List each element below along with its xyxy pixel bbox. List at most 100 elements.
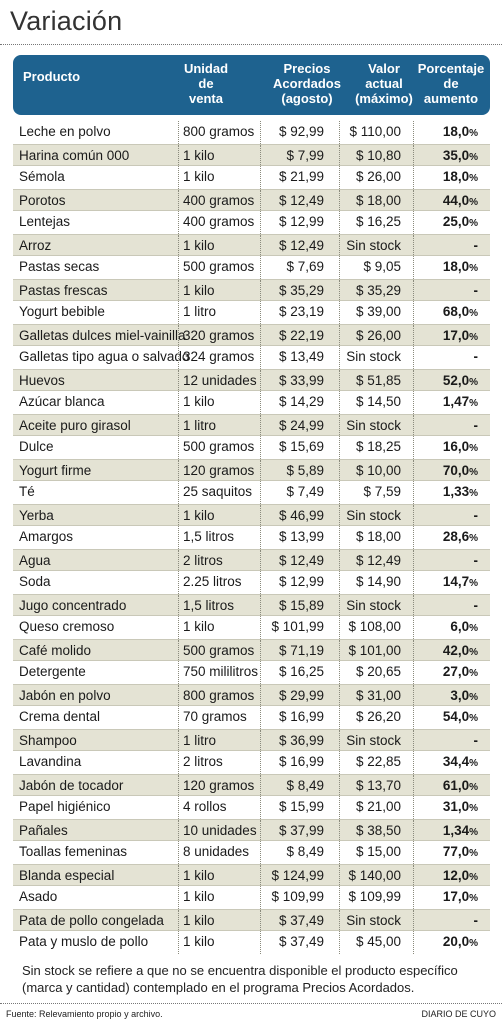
column-separator (339, 549, 340, 570)
cell-percent: 42,0% (443, 640, 478, 665)
column-separator (260, 796, 261, 819)
header-product: Producto (23, 69, 81, 84)
cell-percent: 44,0% (443, 190, 478, 215)
cell-price: $ 13,99 (278, 529, 324, 544)
cell-percent: 12,0% (443, 865, 478, 890)
column-separator (178, 144, 179, 165)
cell-value: $ 18,00 (355, 529, 401, 544)
column-separator (178, 684, 179, 705)
percent-value: 1,33 (442, 484, 470, 499)
table-row: Azúcar blanca 1 kilo $ 14,29 $ 14,50 1,47% (13, 391, 490, 414)
cell-unit: 320 gramos (183, 327, 255, 343)
cell-product: Harina común 000 (19, 147, 130, 163)
column-separator (260, 234, 261, 255)
cell-value: $ 26,00 (355, 169, 401, 184)
column-separator (413, 774, 414, 795)
column-separator (413, 796, 414, 819)
column-separator (413, 234, 414, 255)
column-separator (260, 459, 261, 480)
cell-unit: 1 litro (183, 732, 217, 748)
table-row: Shampoo 1 litro $ 36,99 Sin stock - (13, 728, 490, 751)
cell-percent: 20,0% (443, 931, 478, 956)
cell-value: Sin stock (346, 732, 401, 748)
cell-product: Papel higiénico (19, 799, 111, 814)
percent-sign: % (469, 646, 478, 658)
column-separator (178, 279, 179, 300)
column-separator (413, 549, 414, 570)
percent-value: 18,0 (442, 169, 470, 184)
cell-unit: 1 kilo (183, 169, 215, 184)
cell-value: $ 26,00 (355, 327, 401, 343)
cell-unit: 1,5 litros (183, 529, 235, 544)
cell-price: $ 36,99 (278, 732, 324, 748)
column-separator (413, 684, 414, 705)
percent-value: 28,6 (442, 529, 470, 544)
column-separator (260, 684, 261, 705)
column-separator (178, 639, 179, 660)
column-separator (413, 909, 414, 930)
percent-value: - (473, 349, 479, 364)
cell-product: Pastas secas (19, 259, 100, 274)
cell-value: $ 110,00 (349, 124, 401, 139)
cell-value: $ 101,00 (348, 642, 401, 658)
cell-product: Jugo concentrado (19, 597, 127, 613)
footer-divider (0, 1003, 502, 1004)
column-separator (178, 369, 179, 390)
column-separator (339, 346, 340, 369)
table-row: Crema dental 70 gramos $ 16,99 $ 26,20 54,0% (13, 706, 490, 729)
cell-percent: - (474, 346, 479, 371)
cell-product: Soda (19, 574, 51, 589)
cell-unit: 70 gramos (183, 709, 247, 724)
percent-sign: % (469, 758, 478, 769)
column-separator (178, 729, 179, 750)
column-separator (339, 774, 340, 795)
column-separator (178, 234, 179, 255)
table-row: Aceite puro girasol 1 litro $ 24,99 Sin sto… (13, 413, 490, 436)
column-separator (178, 256, 179, 279)
percent-value: - (473, 912, 479, 928)
cell-unit: 1 kilo (183, 147, 215, 163)
cell-unit: 1 litro (183, 304, 217, 319)
column-separator (339, 504, 340, 525)
cell-unit: 1 kilo (183, 619, 215, 634)
column-separator (413, 819, 414, 840)
column-separator (339, 594, 340, 615)
column-separator (339, 301, 340, 324)
column-separator (178, 504, 179, 525)
table-row: Arroz 1 kilo $ 12,49 Sin stock - (13, 233, 490, 256)
cell-product: Café molido (19, 642, 92, 658)
table-row: Pañales 10 unidades $ 37,99 $ 38,50 1,34% (13, 818, 490, 841)
column-separator (260, 346, 261, 369)
table-row: Leche en polvo 800 gramos $ 92,99 $ 110,00 1… (13, 121, 490, 144)
table-row: Café molido 500 gramos $ 71,19 $ 101,00 42,0… (13, 638, 490, 665)
column-separator (178, 346, 179, 369)
cell-price: $ 37,99 (278, 822, 324, 838)
cell-product: Leche en polvo (19, 124, 111, 139)
cell-value: $ 20,65 (355, 664, 401, 679)
column-separator (260, 819, 261, 840)
percent-value: - (473, 507, 479, 523)
column-separator (413, 706, 414, 729)
cell-value: $ 14,50 (355, 394, 401, 409)
column-separator (178, 616, 179, 639)
cell-value: $ 35,29 (355, 282, 401, 298)
cell-product: Yerba (19, 507, 54, 523)
cell-price: $ 12,49 (278, 192, 324, 208)
header-unit: Unidad de venta (183, 61, 229, 106)
column-separator (260, 324, 261, 345)
column-separator (260, 661, 261, 684)
cell-value: Sin stock (346, 507, 401, 523)
column-separator (260, 909, 261, 930)
cell-percent: 17,0% (443, 886, 478, 911)
cell-unit: 10 unidades (183, 822, 257, 838)
percent-value: 25,0 (442, 214, 470, 229)
column-separator (413, 729, 414, 750)
cell-price: $ 46,99 (278, 507, 324, 523)
cell-product: Arroz (19, 237, 52, 253)
cell-product: Pata de pollo congelada (19, 912, 164, 928)
column-separator (260, 166, 261, 189)
cell-product: Queso cremoso (19, 619, 115, 634)
cell-product: Pañales (19, 822, 68, 838)
table-row: Dulce 500 gramos $ 15,69 $ 18,25 16,0% (13, 436, 490, 459)
column-separator (339, 864, 340, 885)
